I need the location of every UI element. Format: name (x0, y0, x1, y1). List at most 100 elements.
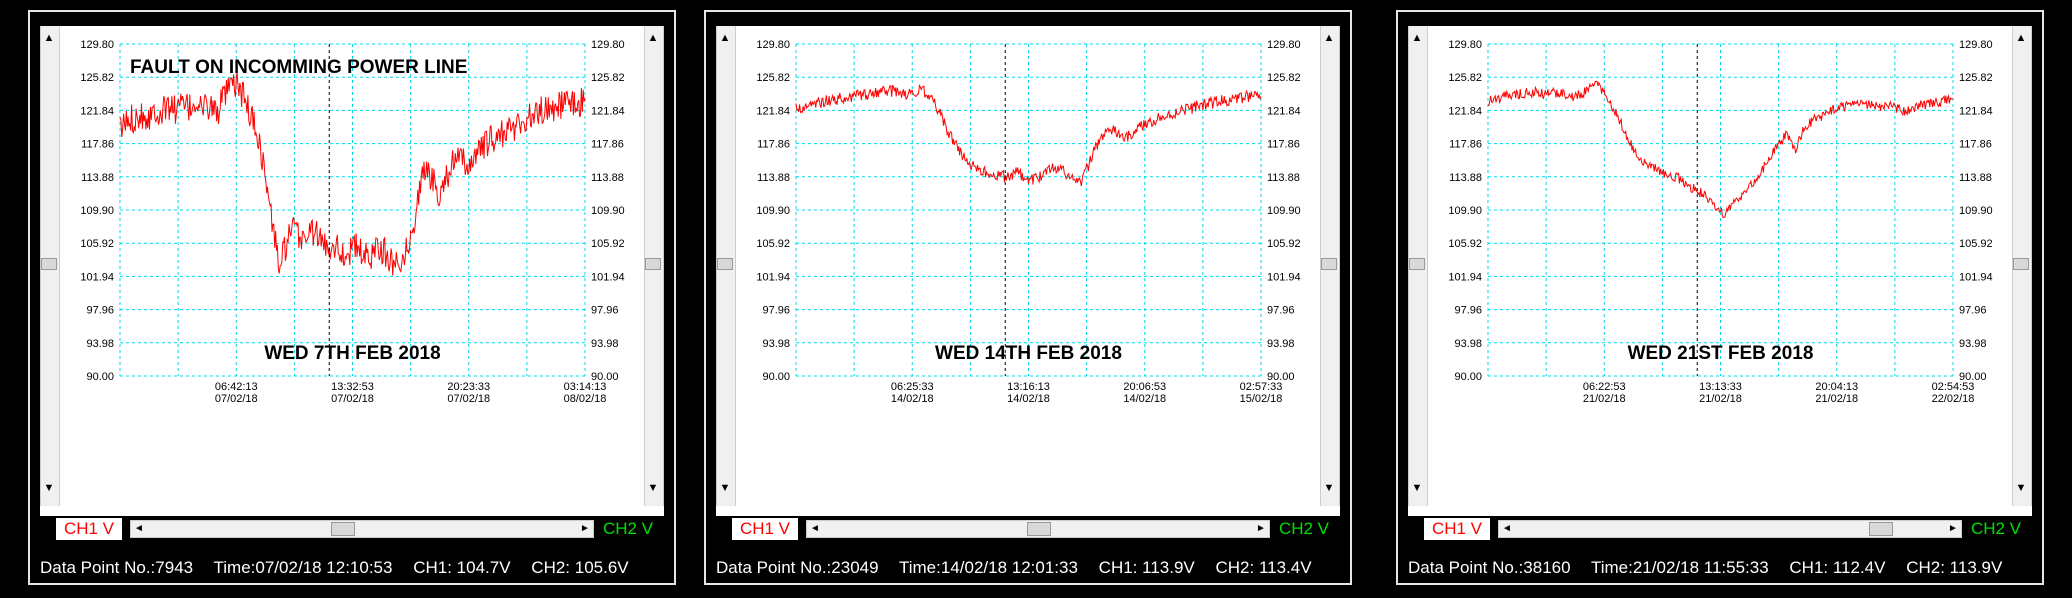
right-y-scrollbar[interactable]: ▲ ▼ (2012, 26, 2032, 506)
y-tick-label-left: 105.92 (80, 238, 114, 250)
scroll-thumb[interactable] (1321, 258, 1337, 270)
y-tick-label-left: 121.84 (80, 105, 114, 117)
data-point-time: Time:07/02/18 12:10:53 (213, 558, 393, 577)
grid (795, 43, 1262, 377)
left-y-scrollbar[interactable]: ▲ ▼ (1408, 26, 1428, 506)
chart-subtitle: WED 14TH FEB 2018 (935, 343, 1122, 364)
data-point-time: Time:21/02/18 11:55:33 (1590, 558, 1769, 577)
y-tick-label-left: 90.00 (86, 371, 114, 383)
plot-area[interactable]: 90.00 90.00 93.98 93.98 97.96 97.96 101.94 101.… (40, 26, 664, 516)
scroll-left-arrow-icon[interactable]: ◄ (810, 523, 820, 534)
scroll-thumb[interactable] (1027, 522, 1051, 536)
y-tick-label-right: 105.92 (591, 238, 625, 250)
ch2-label: CH2 V (1272, 518, 1336, 540)
y-tick-label-left: 113.88 (757, 172, 790, 184)
y-tick-label-left: 97.96 (762, 305, 790, 317)
scroll-up-arrow-icon[interactable]: ▲ (719, 32, 731, 44)
scroll-down-arrow-icon[interactable]: ▼ (43, 482, 55, 494)
plot-area[interactable]: 90.00 90.00 93.98 93.98 97.96 97.96 101.94 101.… (716, 26, 1340, 516)
y-tick-label-left: 117.86 (81, 139, 114, 151)
y-tick-label-right: 125.82 (1267, 72, 1301, 84)
scroll-up-arrow-icon[interactable]: ▲ (1411, 32, 1423, 44)
chart-svg: 90.00 90.00 93.98 93.98 97.96 97.96 101.94 101.… (80, 39, 625, 405)
y-tick-label-left: 117.86 (757, 139, 790, 151)
scroll-thumb[interactable] (1409, 258, 1425, 270)
left-y-scrollbar[interactable]: ▲ ▼ (40, 26, 60, 506)
chart-title: FAULT ON INCOMMING POWER LINE (130, 57, 467, 78)
x-tick-time: 03:14:13 (564, 381, 607, 393)
y-tick-label-right: 97.96 (1267, 305, 1295, 317)
chart-svg: 90.00 90.00 93.98 93.98 97.96 97.96 101.94 101.… (1448, 39, 1993, 405)
right-y-scrollbar[interactable]: ▲ ▼ (644, 26, 664, 506)
y-tick-label-left: 129.80 (756, 39, 790, 51)
x-tick-date: 14/02/18 (891, 393, 934, 405)
grid (1487, 43, 1954, 377)
scroll-right-arrow-icon[interactable]: ► (1256, 523, 1266, 534)
y-tick-label-right: 109.90 (591, 205, 625, 217)
scroll-up-arrow-icon[interactable]: ▲ (43, 32, 55, 44)
x-tick-time: 13:16:13 (1007, 381, 1050, 393)
y-tick-label-left: 90.00 (1454, 371, 1482, 383)
x-tick-date: 15/02/18 (1240, 393, 1283, 405)
ch1-reading: CH1: 113.9V (1098, 558, 1195, 577)
x-tick-date: 08/02/18 (564, 393, 607, 405)
scroll-down-arrow-icon[interactable]: ▼ (1411, 482, 1423, 494)
y-tick-label-left: 105.92 (1448, 238, 1482, 250)
x-tick-time: 02:57:33 (1240, 381, 1283, 393)
scroll-up-arrow-icon[interactable]: ▲ (2015, 32, 2027, 44)
y-tick-label-left: 113.88 (1449, 172, 1482, 184)
chart-subtitle: WED 7TH FEB 2018 (264, 343, 440, 364)
time-scrollbar[interactable]: ◄ ► (130, 520, 594, 538)
right-y-scrollbar[interactable]: ▲ ▼ (1320, 26, 1340, 506)
y-tick-label-left: 121.84 (1448, 105, 1482, 117)
chart-subtitle: WED 21ST FEB 2018 (1628, 343, 1814, 364)
y-tick-label-left: 90.00 (762, 371, 790, 383)
y-tick-label-left: 109.90 (756, 205, 790, 217)
status-bar: Data Point No.:38160 Time:21/02/18 11:55… (1408, 556, 2038, 580)
scroll-left-arrow-icon[interactable]: ◄ (1502, 523, 1512, 534)
y-tick-label-right: 113.88 (1267, 172, 1300, 184)
y-tick-label-right: 90.00 (1959, 371, 1987, 383)
scroll-thumb[interactable] (1869, 522, 1893, 536)
scroll-thumb[interactable] (2013, 258, 2029, 270)
y-tick-label-left: 129.80 (80, 39, 114, 51)
scroll-right-arrow-icon[interactable]: ► (1948, 523, 1958, 534)
scroll-left-arrow-icon[interactable]: ◄ (134, 523, 144, 534)
scroll-thumb[interactable] (645, 258, 661, 270)
y-tick-label-right: 101.94 (591, 271, 625, 283)
time-scrollbar[interactable]: ◄ ► (1498, 520, 1962, 538)
y-tick-label-left: 101.94 (1448, 271, 1482, 283)
scroll-up-arrow-icon[interactable]: ▲ (1323, 32, 1335, 44)
x-tick-time: 20:06:53 (1123, 381, 1166, 393)
chart-panel-2: 90.00 90.00 93.98 93.98 97.96 97.96 101.94 101.… (704, 10, 1352, 585)
ch2-reading: CH2: 113.4V (1215, 558, 1312, 577)
scroll-down-arrow-icon[interactable]: ▼ (2015, 482, 2027, 494)
scroll-thumb[interactable] (331, 522, 355, 536)
scroll-thumb[interactable] (717, 258, 733, 270)
left-y-scrollbar[interactable]: ▲ ▼ (716, 26, 736, 506)
scroll-up-arrow-icon[interactable]: ▲ (647, 32, 659, 44)
data-point-number: Data Point No.:23049 (716, 558, 879, 577)
scroll-thumb[interactable] (41, 258, 57, 270)
plot-area[interactable]: 90.00 90.00 93.98 93.98 97.96 97.96 101.94 101.… (1408, 26, 2032, 516)
x-tick-date: 21/02/18 (1699, 393, 1742, 405)
x-tick-date: 22/02/18 (1932, 393, 1975, 405)
x-tick-time: 20:23:33 (447, 381, 490, 393)
y-tick-label-left: 97.96 (86, 305, 114, 317)
y-tick-label-right: 105.92 (1959, 238, 1993, 250)
time-scrollbar[interactable]: ◄ ► (806, 520, 1270, 538)
scroll-down-arrow-icon[interactable]: ▼ (647, 482, 659, 494)
y-tick-label-left: 109.90 (1448, 205, 1482, 217)
ch1-label: CH1 V (732, 518, 798, 540)
scroll-down-arrow-icon[interactable]: ▼ (1323, 482, 1335, 494)
ch1-reading: CH1: 104.7V (413, 558, 511, 577)
x-tick-date: 21/02/18 (1583, 393, 1626, 405)
y-tick-label-right: 125.82 (591, 72, 625, 84)
y-tick-label-right: 101.94 (1959, 271, 1993, 283)
y-tick-label-right: 117.86 (591, 139, 624, 151)
scroll-right-arrow-icon[interactable]: ► (580, 523, 590, 534)
y-tick-label-left: 113.88 (81, 172, 114, 184)
y-tick-label-left: 101.94 (80, 271, 114, 283)
y-tick-label-left: 101.94 (756, 271, 790, 283)
scroll-down-arrow-icon[interactable]: ▼ (719, 482, 731, 494)
